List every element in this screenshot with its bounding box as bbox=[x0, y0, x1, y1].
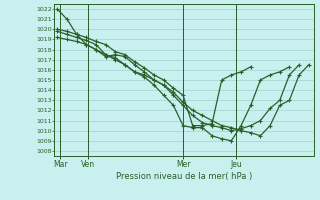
X-axis label: Pression niveau de la mer( hPa ): Pression niveau de la mer( hPa ) bbox=[116, 172, 252, 181]
